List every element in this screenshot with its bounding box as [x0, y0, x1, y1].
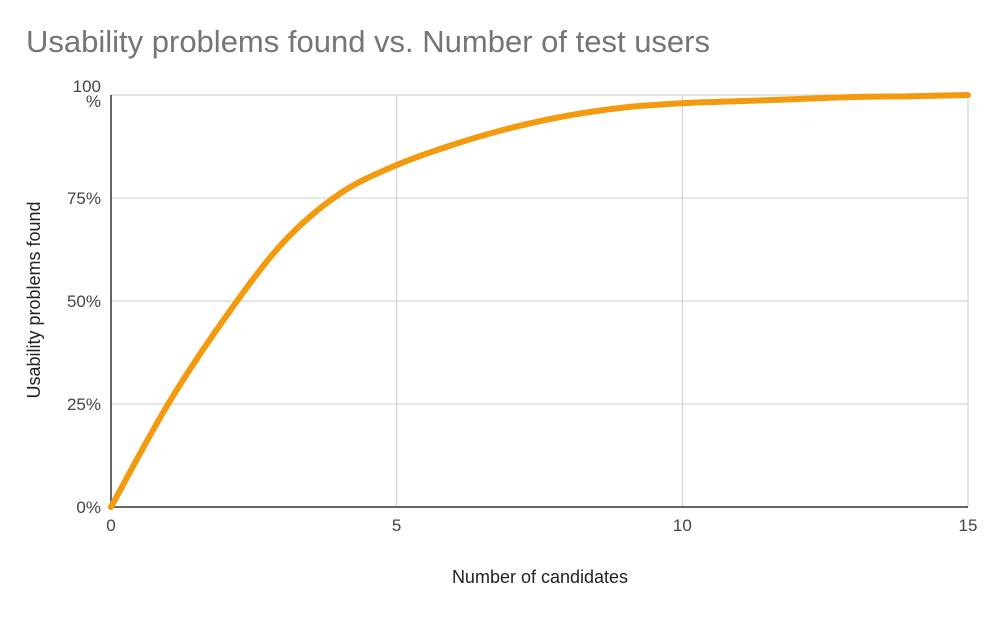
chart-title: Usability problems found vs. Number of t…: [26, 24, 710, 59]
x-tick-label: 5: [392, 516, 401, 535]
y-tick-label: 50%: [67, 292, 101, 311]
x-tick-label: 0: [106, 516, 115, 535]
series-layer: [108, 92, 971, 510]
axis-lines: [110, 95, 968, 508]
x-axis-tick-labels: 0 5 10 15: [106, 516, 977, 535]
y-axis-title: Usability problems found: [24, 201, 44, 398]
x-tick-label: 15: [959, 516, 978, 535]
y-tick-label: 0%: [76, 498, 101, 517]
series-line: [108, 92, 971, 510]
y-tick-label: 75%: [67, 189, 101, 208]
y-axis-tick-labels: 0% 25% 50% 75% 100%: [67, 77, 101, 517]
x-axis-title: Number of candidates: [452, 567, 628, 587]
x-tick-label: 10: [673, 516, 692, 535]
y-tick-label: 25%: [67, 395, 101, 414]
y-tick-label: 100%: [73, 77, 101, 111]
gridlines: [111, 94, 969, 507]
